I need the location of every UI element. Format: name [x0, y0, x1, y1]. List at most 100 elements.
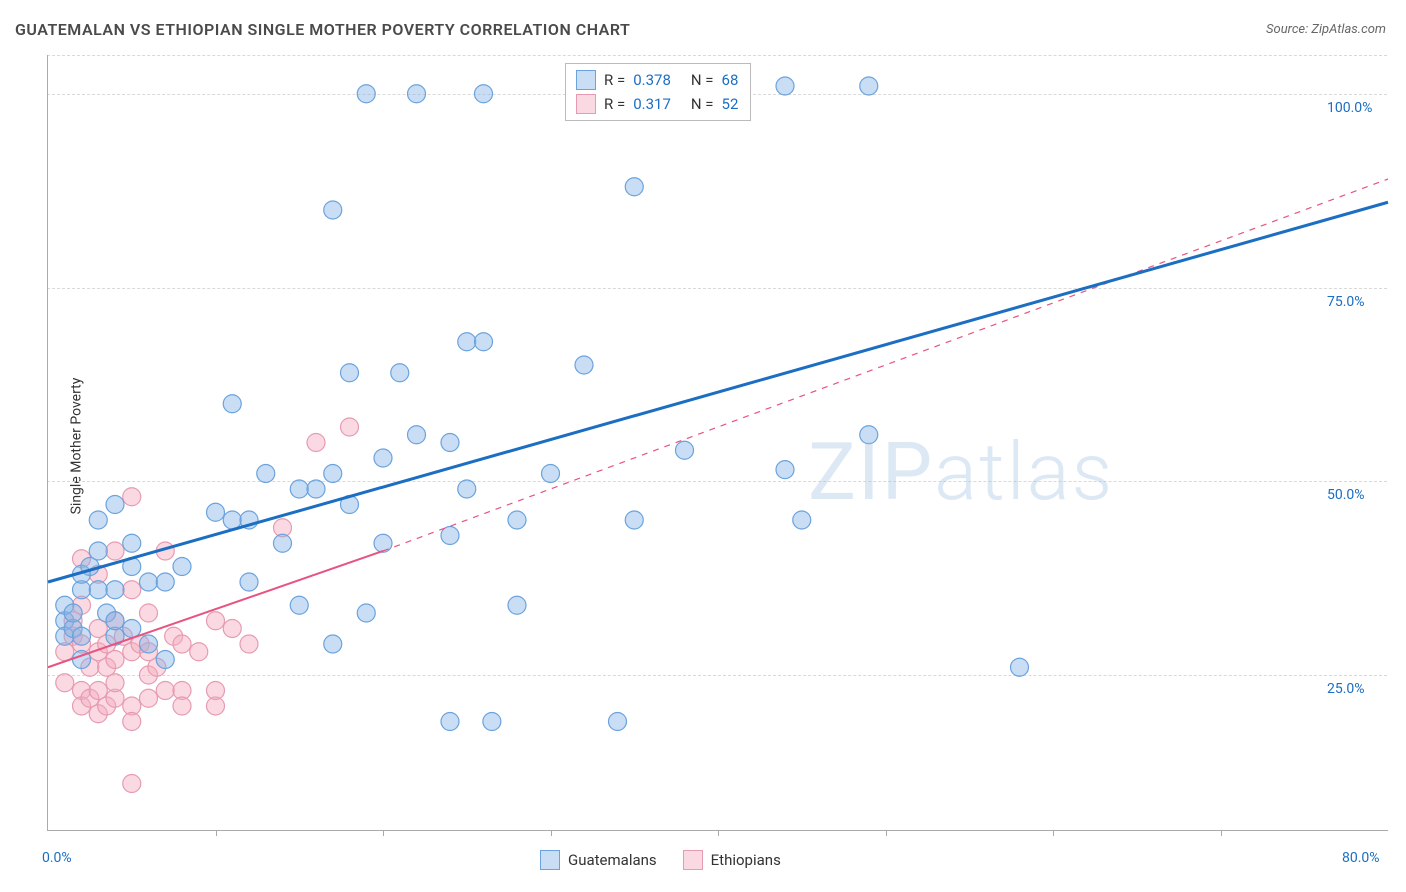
data-point [609, 713, 627, 731]
data-point [408, 85, 426, 103]
data-point [257, 465, 275, 483]
data-point [324, 465, 342, 483]
y-tick-label: 25.0% [1327, 681, 1365, 697]
legend-swatch [576, 94, 596, 114]
legend-swatch [540, 850, 560, 870]
data-point [357, 85, 375, 103]
data-point [860, 426, 878, 444]
data-point [483, 713, 501, 731]
data-point [357, 604, 375, 622]
data-point [123, 713, 141, 731]
data-point [89, 511, 107, 529]
x-tick [1221, 830, 1222, 836]
plot-area: ZIPatlas [47, 55, 1388, 831]
data-point [458, 480, 476, 498]
legend-label: Guatemalans [568, 851, 657, 869]
data-point [307, 480, 325, 498]
data-point [458, 333, 476, 351]
data-point [123, 620, 141, 638]
data-point [190, 643, 208, 661]
data-point [776, 461, 794, 479]
data-point [173, 558, 191, 576]
stats-row: R = 0.317 N = 52 [576, 92, 738, 116]
data-point [156, 651, 174, 669]
data-point [508, 596, 526, 614]
data-point [274, 534, 292, 552]
data-point [475, 85, 493, 103]
y-tick-label: 100.0% [1327, 100, 1372, 116]
r-label: R = [604, 95, 625, 113]
data-point [123, 534, 141, 552]
data-point [508, 511, 526, 529]
data-point [223, 511, 241, 529]
x-tick [216, 830, 217, 836]
data-point [324, 201, 342, 219]
y-tick-label: 50.0% [1327, 487, 1365, 503]
data-point [307, 434, 325, 452]
data-point [290, 596, 308, 614]
y-tick-label: 75.0% [1327, 294, 1365, 310]
data-point [542, 465, 560, 483]
x-tick-label: 80.0% [1342, 850, 1380, 866]
data-point [475, 333, 493, 351]
data-point [575, 356, 593, 374]
n-value: 68 [722, 71, 739, 89]
stats-legend-box: R =0.378N =68R =0.317N =52 [565, 63, 751, 121]
data-point [123, 488, 141, 506]
data-point [207, 682, 225, 700]
data-point [676, 441, 694, 459]
r-label: R = [604, 71, 625, 89]
data-point [106, 651, 124, 669]
r-value: 0.317 [633, 95, 671, 113]
chart-title: GUATEMALAN VS ETHIOPIAN SINGLE MOTHER PO… [15, 20, 630, 39]
x-tick [551, 830, 552, 836]
data-point [625, 178, 643, 196]
data-point [441, 527, 459, 545]
data-point [123, 581, 141, 599]
data-point [207, 503, 225, 521]
trend-line [383, 179, 1388, 551]
trend-line [48, 202, 1388, 582]
legend-label: Ethiopians [711, 851, 781, 869]
data-point [223, 395, 241, 413]
data-point [56, 674, 74, 692]
data-point [240, 573, 258, 591]
legend-swatch [683, 850, 703, 870]
data-point [374, 449, 392, 467]
data-point [341, 418, 359, 436]
data-point [140, 604, 158, 622]
data-point [106, 581, 124, 599]
data-point [324, 635, 342, 653]
data-point [173, 635, 191, 653]
data-point [391, 364, 409, 382]
x-tick [383, 830, 384, 836]
data-point [290, 480, 308, 498]
data-point [106, 674, 124, 692]
data-point [776, 77, 794, 95]
data-point [441, 434, 459, 452]
data-point [441, 713, 459, 731]
data-point [793, 511, 811, 529]
data-point [156, 573, 174, 591]
data-point [64, 604, 82, 622]
data-point [625, 511, 643, 529]
data-point [240, 635, 258, 653]
data-point [408, 426, 426, 444]
scatter-svg [48, 55, 1388, 830]
data-point [89, 581, 107, 599]
chart-container: GUATEMALAN VS ETHIOPIAN SINGLE MOTHER PO… [0, 0, 1406, 892]
n-label: N = [691, 71, 714, 89]
data-point [1011, 658, 1029, 676]
x-tick-label: 0.0% [42, 850, 72, 866]
n-label: N = [691, 95, 714, 113]
data-point [106, 542, 124, 560]
data-point [374, 534, 392, 552]
stats-row: R =0.378N =68 [576, 68, 738, 92]
n-value: 52 [722, 95, 739, 113]
data-point [207, 612, 225, 630]
data-point [73, 627, 91, 645]
data-point [140, 573, 158, 591]
data-point [140, 689, 158, 707]
source-label: Source: ZipAtlas.com [1266, 22, 1386, 37]
data-point [860, 77, 878, 95]
